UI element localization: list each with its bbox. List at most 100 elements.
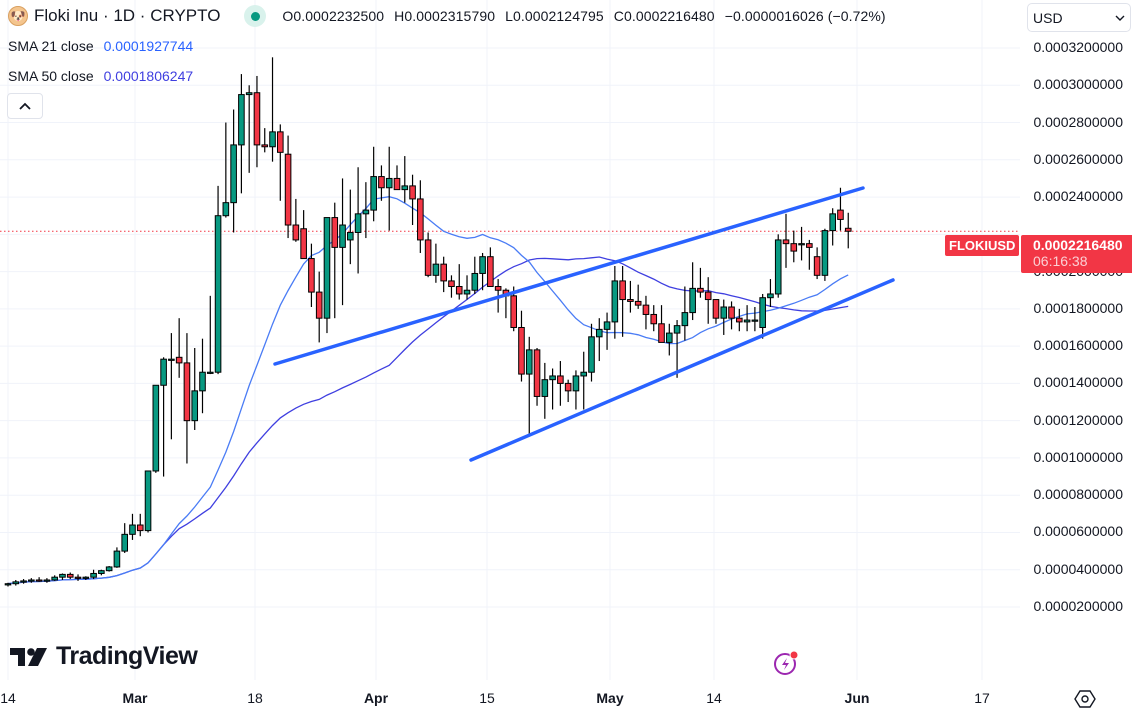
candle[interactable] [673, 320, 681, 378]
candle[interactable] [806, 239, 813, 270]
candle[interactable] [4, 582, 12, 587]
candle[interactable] [448, 275, 455, 298]
candle[interactable] [331, 202, 339, 319]
candle[interactable] [98, 569, 105, 576]
candle[interactable] [681, 286, 689, 341]
candle[interactable] [315, 271, 323, 343]
candle[interactable] [90, 569, 97, 580]
candle[interactable] [168, 333, 175, 440]
candle[interactable] [160, 357, 167, 477]
candle[interactable] [409, 174, 416, 226]
candle[interactable] [782, 213, 790, 268]
sma21-line[interactable] [7, 196, 849, 585]
candle[interactable] [720, 299, 728, 335]
candle[interactable] [689, 262, 696, 321]
candle[interactable] [611, 266, 619, 339]
candle[interactable] [728, 301, 735, 330]
candle[interactable] [549, 368, 556, 410]
candle[interactable] [704, 277, 712, 324]
candle[interactable] [253, 75, 261, 168]
candle[interactable] [354, 167, 362, 274]
candle[interactable] [370, 146, 377, 222]
candle[interactable] [59, 573, 66, 580]
candle[interactable] [767, 279, 774, 308]
candle[interactable] [821, 228, 829, 281]
candle[interactable] [759, 293, 766, 339]
candle[interactable] [774, 234, 782, 298]
candle[interactable] [658, 305, 665, 343]
lightning-flash-icon[interactable] [773, 650, 799, 676]
candle[interactable] [518, 310, 525, 382]
candle[interactable] [222, 122, 230, 218]
candle[interactable] [300, 210, 307, 260]
candle[interactable] [175, 318, 183, 378]
candle[interactable] [74, 574, 82, 581]
lower-trendline[interactable] [469, 278, 895, 462]
candle[interactable] [844, 212, 852, 249]
candle[interactable] [385, 146, 393, 231]
candle[interactable] [261, 128, 269, 153]
candle[interactable] [35, 577, 43, 582]
currency-select[interactable]: USD [1027, 3, 1131, 32]
candle[interactable] [564, 379, 572, 403]
candle[interactable] [191, 347, 199, 430]
chart-title[interactable]: Floki Inu · 1D · CRYPTO [34, 6, 221, 25]
candle[interactable] [238, 74, 245, 194]
candle[interactable] [144, 470, 152, 533]
candle[interactable] [798, 226, 805, 261]
candle[interactable] [829, 208, 836, 246]
candle[interactable] [292, 198, 300, 242]
candle[interactable] [588, 323, 595, 382]
candle[interactable] [28, 578, 35, 583]
candle[interactable] [51, 575, 58, 581]
candle[interactable] [595, 318, 603, 362]
candle[interactable] [323, 217, 331, 334]
candle[interactable] [743, 305, 751, 332]
candle[interactable] [121, 523, 129, 553]
candle[interactable] [136, 513, 144, 537]
market-status-indicator[interactable] [244, 5, 267, 27]
candle[interactable] [712, 299, 720, 324]
candle[interactable] [580, 351, 588, 410]
candle[interactable] [113, 547, 121, 568]
candle[interactable] [627, 280, 634, 313]
candle[interactable] [284, 135, 292, 239]
candle[interactable] [214, 185, 222, 375]
candle[interactable] [12, 579, 20, 586]
candle[interactable] [199, 338, 206, 414]
settings-hexagon-icon[interactable] [1074, 688, 1096, 710]
candle[interactable] [66, 572, 74, 580]
candle[interactable] [533, 347, 541, 406]
candle[interactable] [487, 247, 494, 288]
candle[interactable] [479, 252, 486, 291]
candle[interactable] [463, 275, 471, 300]
sma21-legend[interactable]: SMA 21 close 0.0001927744 [8, 38, 193, 54]
candle[interactable] [440, 256, 447, 293]
candle[interactable] [230, 109, 237, 233]
candle[interactable] [401, 156, 409, 203]
candle[interactable] [634, 284, 642, 309]
candle[interactable] [642, 295, 650, 330]
collapse-legend-button[interactable] [7, 93, 43, 119]
candle[interactable] [619, 266, 626, 337]
candle[interactable] [603, 312, 611, 350]
candle[interactable] [697, 267, 704, 298]
candle[interactable] [557, 361, 564, 406]
candle[interactable] [308, 243, 315, 308]
candle[interactable] [790, 230, 798, 263]
candle[interactable] [129, 513, 136, 540]
candle[interactable] [525, 336, 533, 436]
candle[interactable] [206, 295, 214, 375]
candle[interactable] [269, 57, 276, 162]
candle[interactable] [541, 362, 549, 419]
candle[interactable] [378, 165, 385, 201]
candle[interactable] [347, 189, 354, 265]
candle[interactable] [417, 180, 424, 253]
candle[interactable] [432, 243, 440, 283]
candle[interactable] [362, 182, 370, 239]
candle[interactable] [277, 124, 284, 201]
sma50-legend[interactable]: SMA 50 close 0.0001806247 [8, 68, 193, 84]
candle[interactable] [736, 308, 743, 332]
candle[interactable] [183, 333, 191, 464]
